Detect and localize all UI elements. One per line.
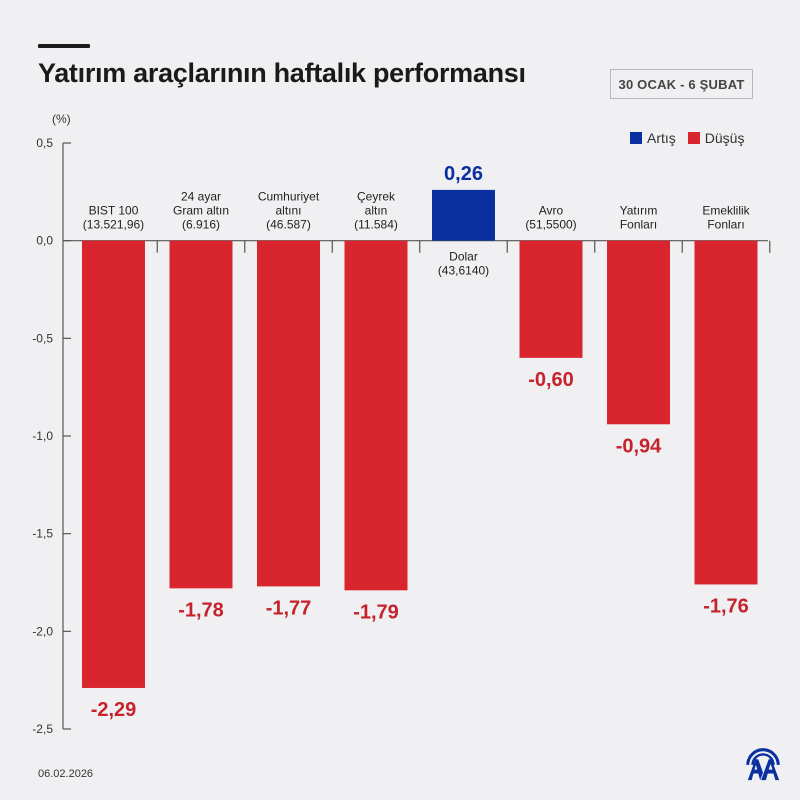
bar-value-label: -1,76 [703,595,749,617]
y-tick-label: -0,5 [32,331,53,345]
category-label: altın [365,204,388,218]
bar [432,189,495,241]
legend-label-increase: Artış [647,130,676,146]
y-tick-label: -1,0 [32,429,53,443]
y-tick-label: -2,5 [32,722,53,736]
category-label: Fonları [707,218,744,232]
y-axis-unit-label: (%) [52,112,71,126]
category-label: Avro [539,204,564,218]
category-label: Yatırım [620,204,658,218]
page-title: Yatırım araçlarının haftalık performansı [38,58,526,88]
category-label: (46.587) [266,218,311,232]
category-label: Emeklilik [702,204,750,218]
y-tick-label: -1,5 [32,527,53,541]
legend-swatch-increase [630,132,642,144]
bar [257,240,320,587]
category-label: 24 ayar [181,190,221,204]
bar [607,240,670,425]
legend-label-decrease: Düşüş [704,130,745,146]
bar [344,240,408,591]
y-tick-label: 0,0 [36,234,53,248]
category-label: Fonları [620,218,657,232]
category-label: (13.521,96) [83,218,144,232]
aa-logo-icon [746,748,780,781]
bar-value-label: -0,94 [616,435,662,457]
bar [82,240,145,688]
bar-value-label: -1,79 [353,601,399,623]
legend-item-decrease: Düşüş [687,130,745,146]
legend-swatch-decrease [687,132,700,144]
legend-item-increase: Artış [630,130,676,146]
bar-value-label: -1,78 [178,599,224,621]
bar-value-label: -2,29 [91,699,137,721]
chart-legend: Artış Düşüş [630,130,756,146]
bar-value-label: -1,77 [266,597,312,619]
bar-value-label: -0,60 [528,369,574,391]
category-label: altını [275,204,301,218]
y-tick-label: 0,5 [36,136,53,150]
footer-date: 06.02.2026 [38,768,94,780]
category-label: Çeyrek [357,190,396,204]
bar [694,240,758,585]
category-label: Cumhuriyet [258,190,320,204]
category-label: (11.584) [354,218,398,232]
category-label: (51,5500) [525,218,576,232]
category-label: Dolar [449,250,478,264]
bar [169,240,233,589]
title-accent-rule [38,44,90,48]
date-range-badge: 30 OCAK - 6 ŞUBAT [610,69,753,99]
bar-value-label: 0,26 [444,163,483,185]
y-tick-label: -2,0 [32,624,53,638]
category-label: Gram altın [173,204,229,218]
bar [519,240,583,358]
category-label: (43,6140) [438,264,489,278]
category-label: (6.916) [182,218,220,232]
category-label: BIST 100 [89,204,139,218]
